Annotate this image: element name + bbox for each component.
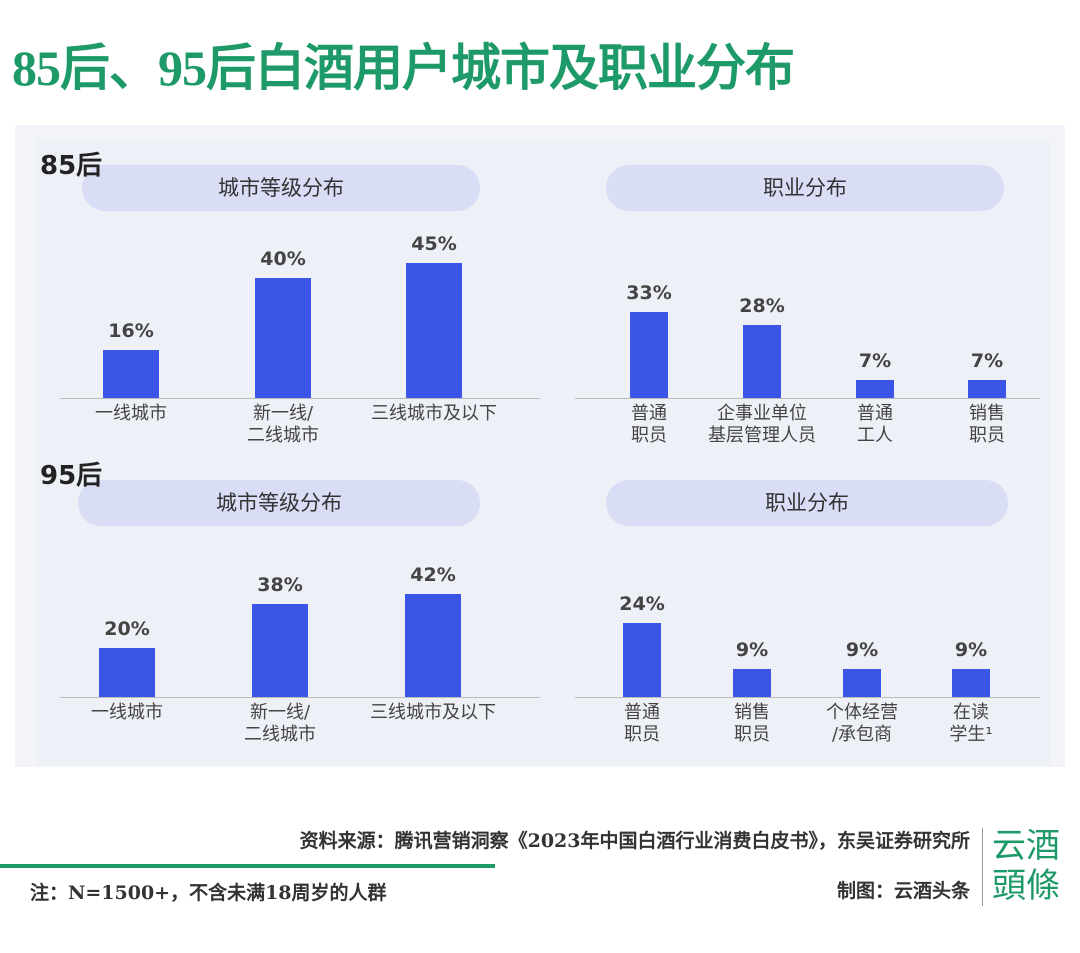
value-label: 9% — [735, 639, 769, 662]
value-label: 16% — [108, 320, 154, 342]
source: 资料来源：腾讯营销洞察《2023年中国白酒行业消费白皮书》，东吴证券研究所 — [299, 830, 970, 852]
category-label: 一线城市 — [95, 403, 167, 424]
chart-title: 城市等级分布 — [78, 480, 480, 526]
logo: 云酒 頭條 — [992, 826, 1060, 906]
value-label: 28% — [739, 295, 785, 318]
category-label: 新一线/ 二线城市 — [247, 403, 319, 446]
cohort-label: 85后 — [40, 151, 103, 181]
bar — [743, 325, 781, 398]
category-label: 普通 职员 — [631, 403, 667, 446]
chart-title: 职业分布 — [606, 480, 1008, 526]
bar — [843, 669, 881, 697]
value-label: 38% — [257, 573, 303, 596]
category-label: 新一线/ 二线城市 — [244, 702, 316, 745]
bar — [733, 669, 771, 697]
category-label: 三线城市及以下 — [370, 702, 496, 723]
page-title: 85后、95后白酒用户城市及职业分布 — [12, 40, 795, 96]
divider — [0, 864, 495, 868]
category-label: 普通 职员 — [624, 702, 660, 745]
value-label: 33% — [626, 282, 672, 305]
bar — [630, 312, 668, 398]
bar — [405, 594, 461, 697]
bar — [99, 648, 155, 697]
bar — [252, 603, 308, 697]
bar — [623, 622, 661, 697]
category-label: 三线城市及以下 — [371, 403, 497, 424]
bar — [255, 278, 311, 398]
baseline — [60, 398, 540, 399]
credit: 制图：云酒头条 — [836, 880, 970, 902]
category-label: 个体经营 /承包商 — [826, 702, 898, 745]
bar — [406, 263, 462, 398]
category-label: 销售 职员 — [734, 702, 770, 745]
value-label: 9% — [954, 639, 988, 662]
category-label: 销售 职员 — [969, 403, 1005, 446]
category-label: 一线城市 — [91, 702, 163, 723]
category-label: 企事业单位 基层管理人员 — [708, 403, 816, 446]
value-label: 9% — [845, 639, 879, 662]
value-label: 20% — [104, 618, 150, 640]
bar — [856, 379, 894, 398]
value-label: 24% — [619, 592, 665, 615]
value-label: 7% — [858, 349, 892, 372]
bar — [103, 350, 159, 398]
value-label: 40% — [260, 248, 306, 270]
chart-title: 城市等级分布 — [82, 165, 480, 211]
cohort-label: 95后 — [40, 461, 103, 491]
value-label: 45% — [411, 233, 457, 255]
panel-inner — [37, 140, 1050, 765]
category-label: 普通 工人 — [857, 403, 893, 446]
baseline — [60, 697, 540, 698]
baseline — [575, 398, 1040, 399]
value-label: 42% — [410, 564, 456, 587]
chart-title: 职业分布 — [606, 165, 1004, 211]
category-label: 在读 学生¹ — [949, 702, 993, 745]
bar — [968, 379, 1006, 398]
value-label: 7% — [970, 349, 1004, 372]
separator — [982, 828, 983, 906]
baseline — [575, 697, 1040, 698]
bar — [952, 669, 990, 697]
note: 注：N=1500+，不含未满18周岁的人群 — [30, 882, 387, 904]
